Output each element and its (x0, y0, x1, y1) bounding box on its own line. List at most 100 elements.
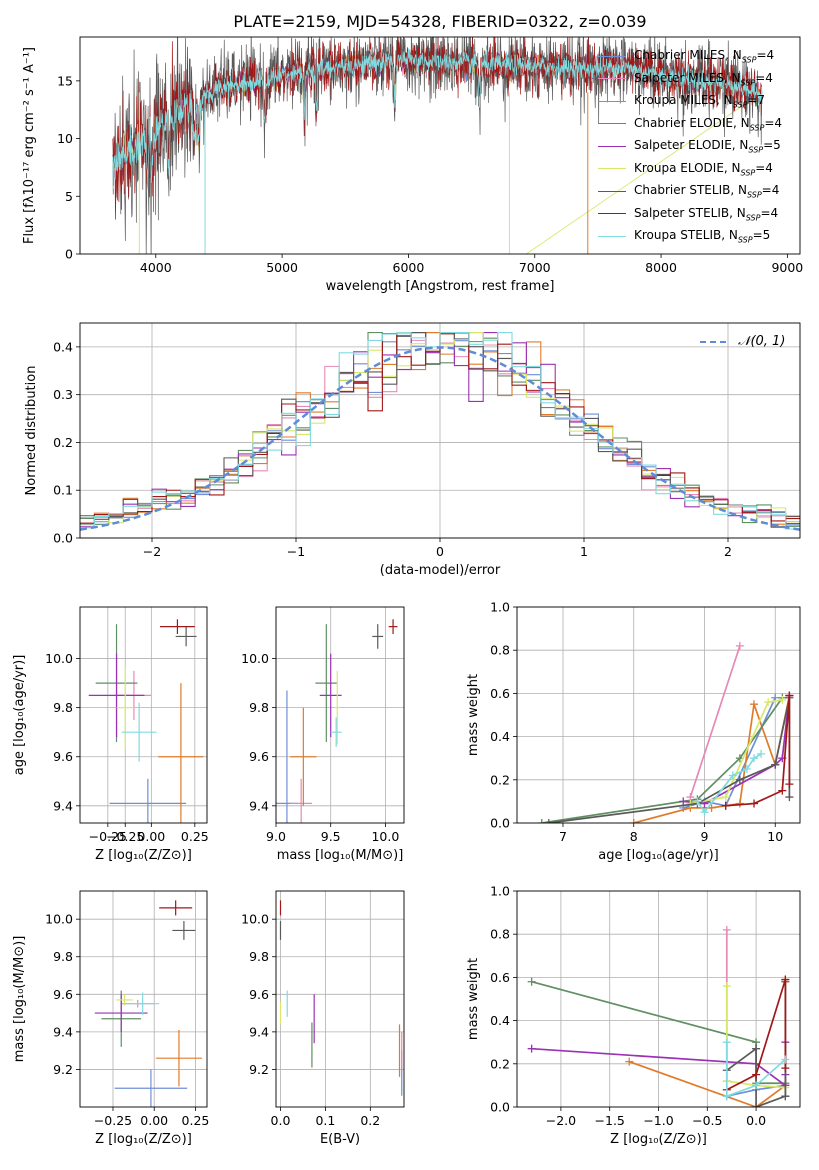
weight-marker-kroupa-stelib (722, 1092, 731, 1101)
legend-label-suffix: =4 (756, 48, 775, 63)
y-tick-label: 0.4 (490, 1013, 510, 1028)
y-tick-label: 0.8 (490, 643, 510, 658)
legend-entry: Chabrier STELIB, NSSP=4 (598, 180, 782, 203)
weight-marker-salpeter-miles (722, 925, 731, 934)
weight-marker-chabrier-elodie (537, 819, 546, 823)
weight-line-salpeter-miles (689, 645, 741, 798)
y-tick-label: 0.3 (53, 387, 73, 402)
x-tick-label: 0.25 (182, 1113, 210, 1128)
legend-swatch (598, 145, 626, 147)
spectrum-line-chabrier-stelib (112, 37, 763, 254)
legend-label: Chabrier STELIB, NSSP=4 (634, 183, 779, 199)
legend-label-text: Salpeter MILES, N (634, 70, 741, 85)
weight-marker-kroupa-stelib (750, 754, 759, 763)
weight-marker-kroupa-stelib (693, 797, 702, 806)
legend-label-text: Kroupa STELIB, N (634, 228, 738, 243)
axes-frame (516, 890, 801, 1108)
legend-swatch (598, 190, 626, 192)
weight-marker-kroupa-elodie (778, 695, 787, 704)
weight-vs-age-panel: 7 8 9 10 0.0 0.2 0.4 0.6 0.8 1.0 age [log₁₀(age/yr… (466, 600, 801, 863)
y-tick-label: 0.4 (53, 339, 73, 354)
legend-label-subscript: SSP (749, 122, 765, 132)
y-tick-label: 10.0 (241, 912, 269, 927)
weight-marker-chabrier-stelib (785, 793, 794, 802)
weight-marker-salpeter-elodie (527, 1044, 536, 1053)
legend-label-text: Kroupa MILES, N (634, 93, 733, 108)
spectrum-panel: 4000 5000 6000 7000 8000 9000 0 5 10 15 wavelength… (22, 36, 803, 294)
weight-line-kroupa-elodie (725, 986, 786, 1089)
y-tick-label: 15 (57, 73, 73, 88)
legend-label-suffix: =7 (747, 93, 766, 108)
x-tick-label: 10.0 (371, 829, 399, 844)
y-tick-label: 10.0 (45, 912, 73, 927)
x-tick-label: 0.00 (140, 1113, 168, 1128)
residual-histogram-panel: −2 −1 0 1 2 0.0 0.1 0.2 0.3 0.4 (data-model)/error… (24, 322, 801, 578)
legend-entry: Salpeter MILES, NSSP=4 (598, 68, 782, 91)
y-tick-label: 9.6 (53, 987, 73, 1002)
x-tick-label: 0.00 (137, 829, 165, 844)
plot-area (276, 619, 398, 823)
y-tick-label: 0.0 (490, 1100, 510, 1115)
weight-marker-kroupa-miles (625, 1057, 634, 1066)
axes-frame (275, 890, 405, 1108)
weight-marker-salpeter-stelib (750, 799, 759, 808)
legend-entry: Kroupa ELODIE, NSSP=4 (598, 158, 782, 181)
axes-frame (79, 606, 208, 824)
legend-label-suffix: =4 (760, 205, 779, 220)
y-tick-label: 0.6 (490, 970, 510, 985)
legend-label-suffix: =5 (752, 228, 771, 243)
normal-legend: 𝒩(0, 1) (700, 334, 785, 349)
weight-marker-kroupa-stelib (722, 1038, 731, 1047)
y-tick-label: 5 (65, 189, 73, 204)
legend-label-text: Salpeter STELIB, N (634, 205, 746, 220)
weight-marker-salpeter-stelib (781, 975, 790, 984)
legend-label-subscript: SSP (740, 167, 756, 177)
x-axis-label: mass [log₁₀(M/M⊙)] (277, 848, 404, 863)
y-axis-label: mass [log₁₀(M/M⊙)] (12, 936, 27, 1063)
x-tick-label: 0.0 (271, 1113, 291, 1128)
x-axis-label: E(B-V) (320, 1132, 360, 1147)
weight-marker-salpeter-stelib (785, 691, 794, 700)
weight-marker-salpeter-stelib (778, 786, 787, 795)
normal-curve (80, 346, 800, 531)
spectrum-line-kroupa-stelib (112, 48, 763, 190)
x-tick-label: 2 (724, 544, 732, 559)
y-tick-label: 9.6 (249, 987, 269, 1002)
x-axis-label: age [log₁₀(age/yr)] (598, 848, 719, 863)
weight-marker-kroupa-elodie (764, 698, 773, 707)
weight-marker-salpeter-stelib (721, 801, 730, 810)
x-tick-label: −2.0 (546, 1113, 576, 1128)
legend-label-text: Chabrier STELIB, N (634, 183, 747, 198)
y-axis-label: Flux [fλ10⁻¹⁷ erg cm⁻² s⁻¹ A⁻¹] (22, 47, 37, 244)
y-tick-label: 0.8 (490, 927, 510, 942)
weight-marker-chabrier-stelib (544, 819, 553, 823)
x-tick-label: 0.2 (360, 1113, 380, 1128)
weight-line-salpeter-stelib (726, 979, 787, 1091)
legend-label: Kroupa STELIB, NSSP=5 (634, 228, 770, 244)
y-tick-label: 9.8 (249, 700, 269, 715)
weight-marker-kroupa-stelib (752, 1081, 761, 1090)
weight-line-kroupa-elodie (690, 699, 783, 805)
y-tick-label: 9.6 (249, 749, 269, 764)
weight-marker-chabrier-stelib (752, 1044, 761, 1053)
x-tick-label: 9.0 (266, 829, 286, 844)
y-tick-label: 1.0 (490, 884, 510, 899)
x-tick-label: 6000 (393, 260, 425, 275)
legend-label: Chabrier MILES, NSSP=4 (634, 48, 774, 64)
legend-entry: Salpeter ELODIE, NSSP=5 (598, 135, 782, 158)
y-tick-label: 9.2 (249, 1062, 269, 1077)
y-tick-label: 0.2 (490, 1056, 510, 1071)
y-tick-label: 0 (65, 247, 73, 262)
y-tick-label: 9.8 (53, 700, 73, 715)
x-axis-label: Z [log₁₀(Z/Z⊙)] (610, 1132, 707, 1147)
plot-area (279, 900, 403, 1096)
x-tick-label: 9.5 (321, 829, 341, 844)
legend-entry: Salpeter STELIB, NSSP=4 (598, 203, 782, 226)
plot-area (94, 900, 203, 1107)
legend-label: Kroupa MILES, NSSP=7 (634, 93, 765, 109)
x-tick-label: 0 (436, 544, 444, 559)
legend-label-text: Chabrier MILES, N (634, 48, 742, 63)
weight-marker-kroupa-miles (750, 700, 759, 709)
weight-line-kroupa-stelib (725, 1042, 786, 1098)
x-tick-label: 8 (630, 829, 638, 844)
